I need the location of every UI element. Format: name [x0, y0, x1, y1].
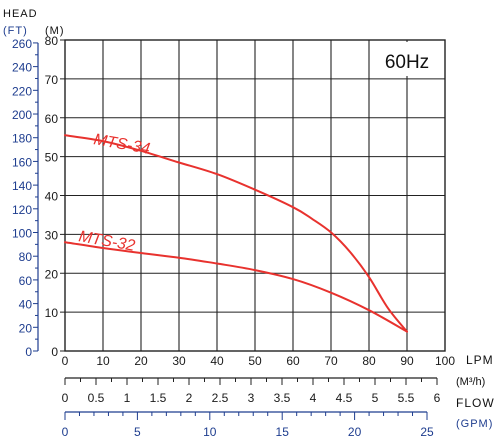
- curve-mts-34: [64, 134, 408, 333]
- y-tick-label-ft: 60: [19, 274, 33, 288]
- x-tick-label-m3h: 4: [310, 391, 317, 405]
- frequency-badge-background: [371, 42, 443, 76]
- x-tick-label-lpm: 10: [96, 354, 110, 368]
- m3h-unit-label: (M³/h): [456, 376, 485, 388]
- x-tick-label-m3h: 0: [62, 391, 69, 405]
- series-label-mts-34: MTS-34: [92, 131, 151, 158]
- axes: 0102030405060708002040608010012014016018…: [12, 34, 455, 439]
- y-tick-label-ft: 260: [12, 37, 32, 51]
- flow-label: FLOW: [456, 396, 495, 410]
- x-tick-label-m3h: 2: [186, 391, 193, 405]
- x-tick-label-gpm: 10: [203, 425, 217, 439]
- x-tick-label-m3h: 1: [124, 391, 131, 405]
- x-tick-label-m3h: 6: [434, 391, 441, 405]
- y-tick-label-ft: 140: [12, 179, 32, 193]
- ft-unit-label: (FT): [3, 25, 28, 37]
- x-tick-label-lpm: 90: [400, 354, 414, 368]
- y-tick-label-ft: 180: [12, 132, 32, 146]
- y-tick-label-m: 70: [45, 73, 59, 87]
- x-tick-label-gpm: 20: [348, 425, 362, 439]
- y-tick-label-m: 30: [45, 228, 59, 242]
- x-tick-label-m3h: 5.5: [398, 391, 415, 405]
- x-tick-label-lpm: 0: [62, 354, 69, 368]
- y-tick-label-m: 10: [45, 306, 59, 320]
- series-label-mts-32: MTS-32: [77, 228, 136, 255]
- x-tick-label-m3h: 1.5: [150, 391, 167, 405]
- gpm-unit-label: (GPM): [456, 418, 493, 430]
- y-tick-label-ft: 40: [19, 298, 33, 312]
- y-tick-label-m: 80: [45, 34, 59, 48]
- x-tick-label-lpm: 100: [435, 354, 455, 368]
- y-tick-label-m: 60: [45, 112, 59, 126]
- x-tick-label-m3h: 2.5: [212, 391, 229, 405]
- y-tick-label-m: 40: [45, 190, 59, 204]
- x-tick-label-m3h: 3: [248, 391, 255, 405]
- y-tick-label-ft: 100: [12, 227, 32, 241]
- curve-mts-32: [64, 241, 408, 333]
- x-tick-label-m3h: 5: [372, 391, 379, 405]
- y-tick-label-ft: 80: [19, 250, 33, 264]
- x-tick-label-m3h: 4.5: [336, 391, 353, 405]
- lpm-unit-label: LPM: [466, 353, 494, 367]
- x-tick-label-gpm: 0: [62, 425, 69, 439]
- y-tick-label-ft: 240: [12, 61, 32, 75]
- x-tick-label-lpm: 70: [324, 354, 338, 368]
- head-label: HEAD: [3, 8, 38, 20]
- x-tick-label-lpm: 30: [172, 354, 186, 368]
- x-tick-label-gpm: 15: [276, 425, 290, 439]
- grid: [64, 39, 446, 352]
- y-tick-label-m: 20: [45, 267, 59, 281]
- x-tick-label-m3h: 0.5: [88, 391, 105, 405]
- y-tick-label-m: 0: [51, 345, 58, 359]
- y-tick-label-ft: 0: [25, 345, 32, 359]
- y-tick-label-ft: 220: [12, 84, 32, 98]
- curves: MTS-34 MTS-32: [64, 131, 408, 333]
- m-unit-label: (M): [45, 25, 65, 37]
- x-tick-label-lpm: 20: [134, 354, 148, 368]
- x-tick-label-lpm: 60: [286, 354, 300, 368]
- y-tick-label-ft: 160: [12, 155, 32, 169]
- y-tick-label-ft: 120: [12, 203, 32, 217]
- y-tick-label-ft: 200: [12, 108, 32, 122]
- x-tick-label-gpm: 25: [420, 425, 434, 439]
- y-tick-label-m: 50: [45, 151, 59, 165]
- x-tick-label-lpm: 40: [210, 354, 224, 368]
- frequency-badge: 60Hz: [385, 52, 429, 73]
- x-tick-label-m3h: 3.5: [274, 391, 291, 405]
- x-tick-label-lpm: 80: [362, 354, 376, 368]
- y-tick-label-ft: 20: [19, 321, 33, 335]
- x-tick-label-gpm: 5: [134, 425, 141, 439]
- x-tick-label-lpm: 50: [248, 354, 262, 368]
